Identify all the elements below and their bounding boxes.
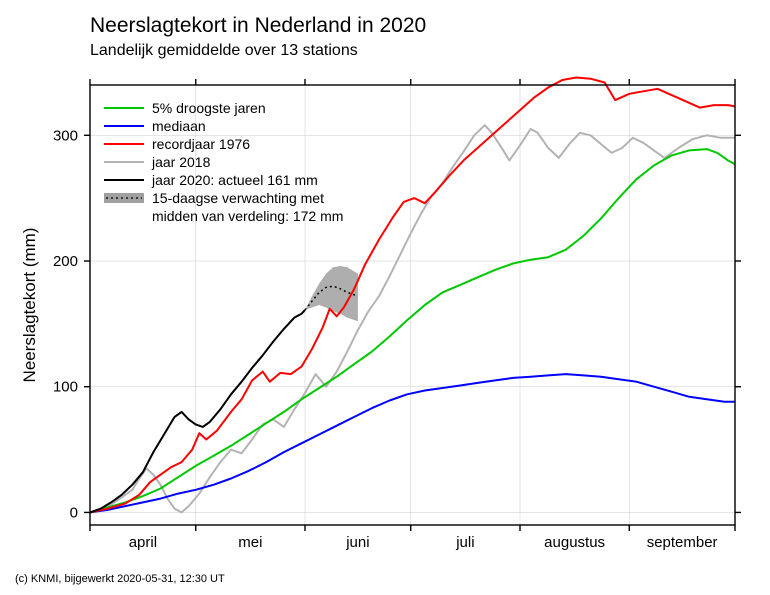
series-blue	[90, 374, 735, 512]
x-tick-label: mei	[238, 534, 262, 551]
legend-label: 15-daagse verwachting met	[152, 190, 324, 206]
x-tick-label: april	[129, 534, 157, 551]
legend-label: recordjaar 1976	[152, 136, 250, 152]
series-black	[90, 310, 305, 512]
legend-label: jaar 2018	[151, 154, 211, 170]
legend: 5% droogste jaren mediaan recordjaar 1976 j…	[104, 100, 343, 224]
x-tick-label: september	[647, 534, 718, 551]
chart-container: Neerslagtekort in Nederland in 2020 Land…	[0, 0, 770, 595]
x-tick-label: juni	[345, 534, 369, 551]
x-tick-label: juli	[455, 534, 474, 551]
y-tick-label: 0	[70, 504, 78, 521]
legend-label: midden van verdeling: 172 mm	[152, 208, 343, 224]
x-tick-label: augustus	[544, 534, 605, 551]
plot-area: 0 100 200 300 april mei juni juli augustus septem…	[20, 78, 741, 552]
y-tick-label: 200	[53, 253, 78, 270]
chart-title: Neerslagtekort in Nederland in 2020	[90, 14, 426, 37]
y-axis-label: Neerslagtekort (mm)	[20, 228, 39, 383]
y-tick-label: 300	[53, 127, 78, 144]
legend-label: mediaan	[152, 118, 206, 134]
legend-label: jaar 2020: actueel 161 mm	[151, 172, 318, 188]
legend-label: 5% droogste jaren	[152, 100, 266, 116]
chart-svg: Neerslagtekort in Nederland in 2020 Land…	[0, 0, 770, 595]
y-tick-label: 100	[53, 379, 78, 396]
chart-footnote: (c) KNMI, bijgewerkt 2020-05-31, 12:30 U…	[15, 573, 225, 585]
chart-subtitle: Landelijk gemiddelde over 13 stations	[90, 42, 358, 59]
